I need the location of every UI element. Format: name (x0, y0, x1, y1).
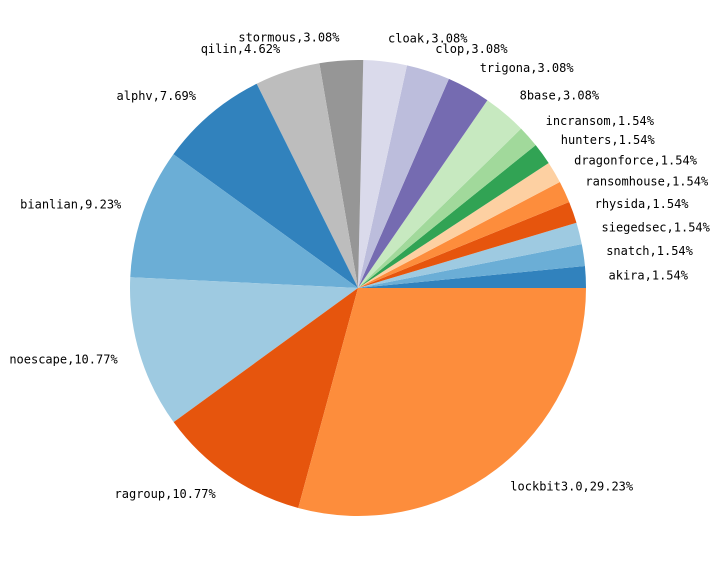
pie-label-hunters: hunters,1.54% (561, 133, 656, 147)
pie-label-trigona: trigona,3.08% (480, 61, 575, 75)
pie-slice-bianlian (130, 154, 358, 288)
pie-label-akira: akira,1.54% (609, 268, 689, 282)
pie-slice-ransomhouse (358, 181, 570, 288)
pie-label-cloak: cloak,3.08% (388, 32, 468, 46)
pie-label-rhysida: rhysida,1.54% (595, 197, 690, 211)
pie-label-noescape: noescape,10.77% (9, 352, 118, 366)
pie-slice-dragonforce (358, 162, 560, 288)
pie-label-bianlian: bianlian,9.23% (20, 198, 122, 212)
pie-labels: akira,1.54% snatch,1.54% siegedsec,1.54% rh… (9, 30, 710, 501)
pie-label-ransomhouse: ransomhouse,1.54% (585, 175, 709, 189)
pie-slice-8base (358, 100, 522, 288)
pie-slice-clop (358, 65, 449, 288)
pie-slice-noescape (130, 277, 358, 423)
pie-slice-akira (358, 265, 586, 288)
pie-label-qilin: qilin,4.62% (201, 42, 281, 56)
pie-slices (130, 60, 586, 516)
pie-label-stormous: stormous,3.08% (238, 30, 340, 44)
pie-slice-hunters (358, 145, 549, 288)
pie-slice-ragroup (173, 288, 358, 509)
pie-slice-rhysida (358, 201, 577, 288)
pie-label-siegedsec: siegedsec,1.54% (602, 220, 711, 234)
pie-slice-trigona (358, 78, 488, 288)
pie-slice-alphv (173, 83, 358, 288)
pie-label-incransom: incransom,1.54% (546, 114, 655, 128)
pie-slice-stormous (319, 60, 364, 288)
pie-slice-snatch (358, 244, 585, 288)
pie-label-clop: clop,3.08% (435, 42, 508, 56)
pie-slice-cloak (358, 60, 407, 288)
pie-slice-siegedsec (358, 222, 582, 288)
pie-label-snatch: snatch,1.54% (606, 244, 693, 258)
pie-label-dragonforce: dragonforce,1.54% (574, 153, 698, 167)
pie-label-lockbit3-0: lockbit3.0,29.23% (510, 480, 634, 494)
pie-slice-qilin (256, 63, 358, 288)
pie-slice-incransom (358, 128, 536, 288)
pie-label-alphv: alphv,7.69% (117, 89, 197, 103)
pie-slice-lockbit3-0 (298, 288, 586, 516)
pie-label-8base: 8base,3.08% (520, 89, 600, 103)
pie-label-ragroup: ragroup,10.77% (115, 487, 217, 501)
